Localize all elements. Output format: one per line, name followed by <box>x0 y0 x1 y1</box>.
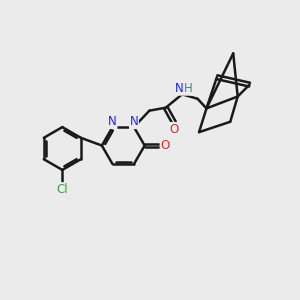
Text: N: N <box>175 82 184 95</box>
Text: N: N <box>108 116 117 128</box>
Text: N: N <box>130 116 138 128</box>
Text: H: H <box>184 82 193 95</box>
Text: Cl: Cl <box>56 183 68 196</box>
Text: O: O <box>160 139 170 152</box>
Text: O: O <box>169 123 179 136</box>
